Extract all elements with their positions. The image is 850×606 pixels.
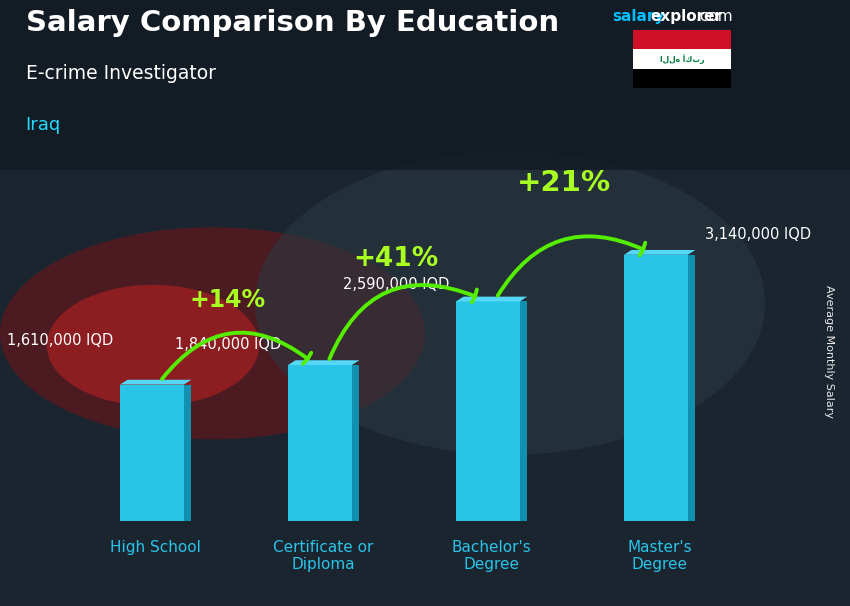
Bar	[633, 68, 731, 88]
Text: Iraq: Iraq	[26, 116, 60, 135]
Polygon shape	[520, 301, 527, 521]
Polygon shape	[288, 360, 360, 365]
Polygon shape	[120, 380, 191, 385]
Ellipse shape	[255, 152, 765, 454]
Text: Certificate or
Diploma: Certificate or Diploma	[274, 540, 374, 572]
Polygon shape	[184, 385, 191, 521]
Bar	[624, 255, 688, 521]
Text: 3,140,000 IQD: 3,140,000 IQD	[706, 227, 812, 242]
Text: salary: salary	[612, 9, 665, 24]
Text: 1,840,000 IQD: 1,840,000 IQD	[175, 337, 281, 352]
Text: +14%: +14%	[190, 288, 265, 312]
Text: Average Monthly Salary: Average Monthly Salary	[824, 285, 834, 418]
Polygon shape	[624, 250, 695, 255]
Text: .com: .com	[695, 9, 733, 24]
Text: High School: High School	[110, 540, 201, 555]
Text: Master's
Degree: Master's Degree	[627, 540, 692, 572]
Text: +21%: +21%	[517, 170, 610, 198]
Bar	[633, 50, 731, 68]
Polygon shape	[456, 296, 527, 301]
Text: Salary Comparison By Education: Salary Comparison By Education	[26, 9, 558, 37]
Text: 1,610,000 IQD: 1,610,000 IQD	[7, 333, 113, 348]
Text: 2,590,000 IQD: 2,590,000 IQD	[343, 277, 450, 292]
Ellipse shape	[0, 227, 425, 439]
Ellipse shape	[47, 285, 259, 406]
Bar	[456, 301, 520, 521]
Text: +41%: +41%	[353, 245, 438, 271]
Bar	[288, 365, 352, 521]
Polygon shape	[352, 365, 360, 521]
Text: explorer: explorer	[650, 9, 722, 24]
Text: Bachelor's
Degree: Bachelor's Degree	[452, 540, 531, 572]
Bar	[633, 30, 731, 50]
Polygon shape	[688, 255, 695, 521]
Text: E-crime Investigator: E-crime Investigator	[26, 64, 216, 82]
Text: الله أكبر: الله أكبر	[660, 54, 705, 64]
Bar	[120, 385, 184, 521]
Bar	[0, 0, 850, 170]
